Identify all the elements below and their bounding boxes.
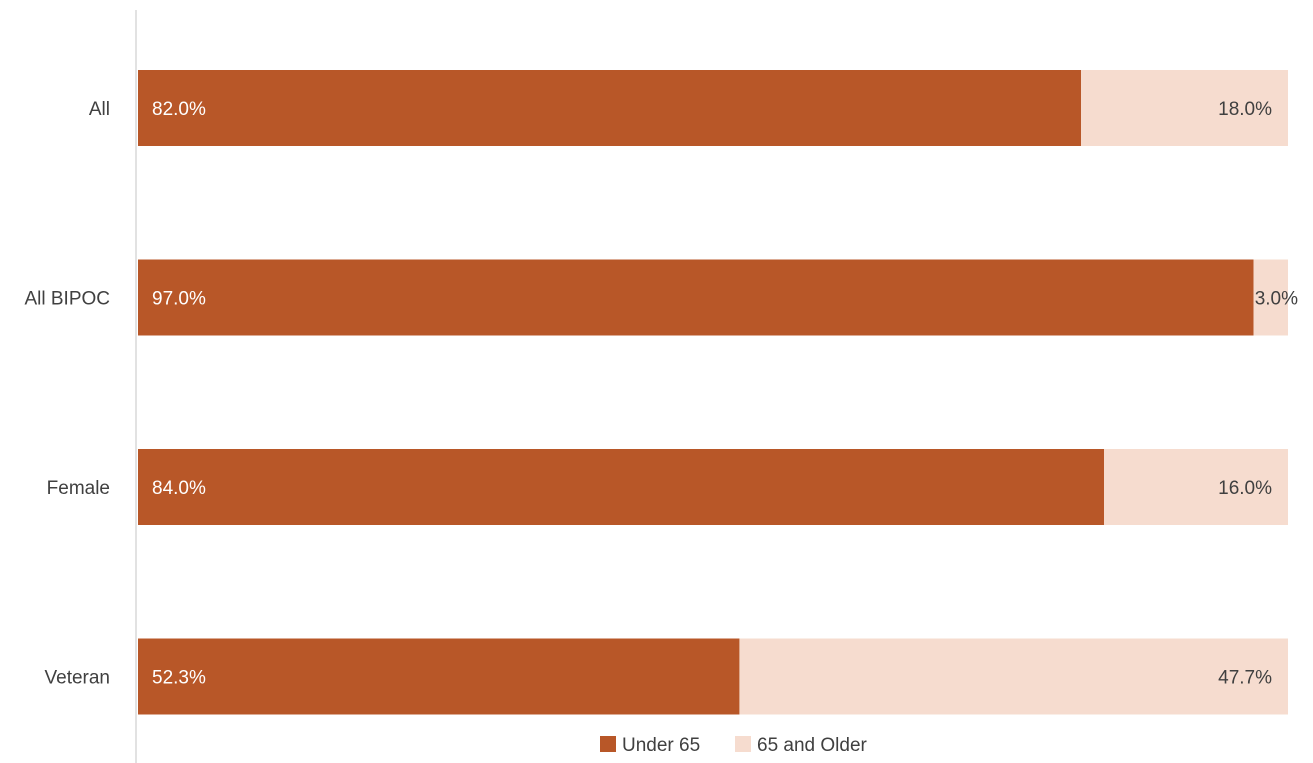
legend-swatch-65-and-older: [735, 736, 751, 752]
bar-under-65-female: [138, 449, 1104, 525]
bar-under-65-veteran: [138, 638, 740, 715]
category-label-all: All: [89, 99, 110, 120]
data-label-65-and-older-all: 18.0%: [1218, 99, 1272, 120]
bar-65-and-older-all: [1081, 70, 1288, 146]
bar-under-65-all: [138, 70, 1081, 146]
category-label-veteran: Veteran: [45, 668, 111, 689]
category-label-female: Female: [47, 478, 110, 499]
legend-label-under-65: Under 65: [622, 735, 700, 756]
bar-65-and-older-veteran: [739, 638, 1288, 715]
legend-label-65-and-older: 65 and Older: [757, 735, 868, 756]
legend: Under 65 65 and Older: [600, 735, 868, 756]
data-label-under-65-all-bipoc: 97.0%: [152, 289, 206, 310]
bars-group: All 82.0% 18.0% All BIPOC 97.0% 3.0% Female 84.…: [24, 70, 1298, 715]
data-label-under-65-all: 82.0%: [152, 99, 206, 120]
bar-under-65-all-bipoc: [138, 259, 1254, 336]
data-label-under-65-female: 84.0%: [152, 478, 206, 499]
data-label-65-and-older-veteran: 47.7%: [1218, 668, 1272, 689]
legend-swatch-under-65: [600, 736, 616, 752]
bar-65-and-older-all-bipoc: [1253, 259, 1288, 336]
data-label-65-and-older-female: 16.0%: [1218, 478, 1272, 499]
data-label-under-65-veteran: 52.3%: [152, 668, 206, 689]
bar-65-and-older-female: [1104, 449, 1288, 525]
data-label-65-and-older-all-bipoc: 3.0%: [1255, 289, 1298, 310]
category-label-all-bipoc: All BIPOC: [24, 289, 110, 310]
